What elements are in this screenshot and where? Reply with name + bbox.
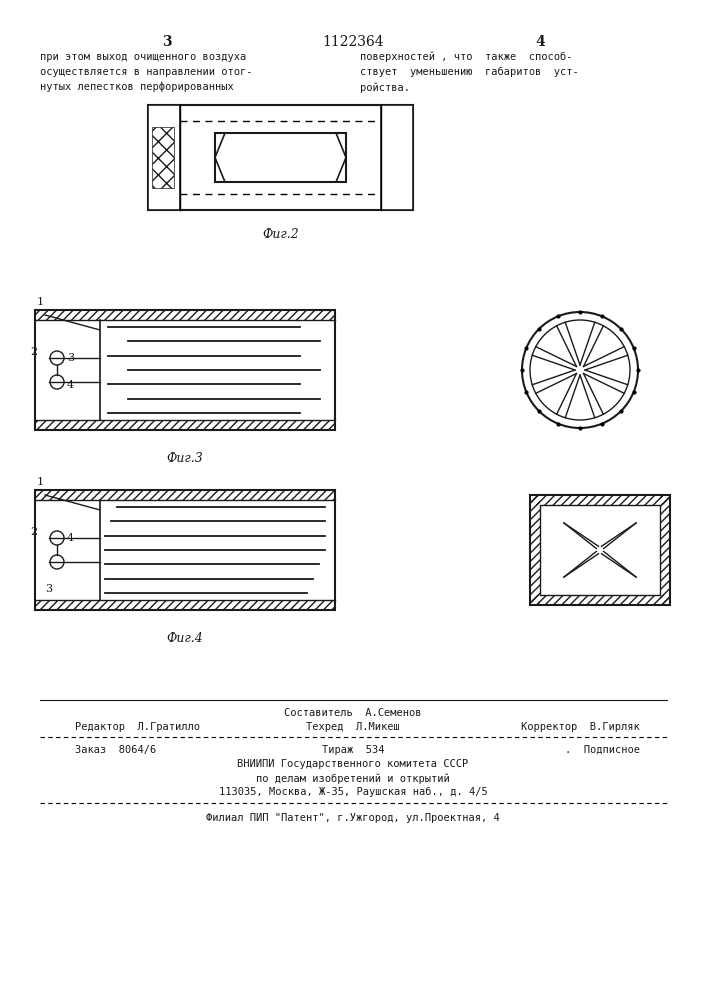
Circle shape [50, 531, 64, 545]
Bar [381, 105, 413, 210]
Text: Корректор  В.Гирляк: Корректор В.Гирляк [521, 722, 640, 732]
Text: поверхностей , что  также  способ-
ствует  уменьшению  габаритов  уст-
ройства.: поверхностей , что также способ- ствует … [360, 52, 579, 93]
Text: 2: 2 [30, 527, 37, 537]
Bar [530, 595, 670, 605]
Text: 1: 1 [37, 477, 44, 487]
Text: Составитель  А.Семенов: Составитель А.Семенов [284, 708, 422, 718]
Text: .  Подписное: . Подписное [565, 745, 640, 755]
Text: по делам изобретений и открытий: по делам изобретений и открытий [256, 773, 450, 784]
Bar [35, 310, 335, 430]
Text: Заказ  8064/6: Заказ 8064/6 [75, 745, 156, 755]
Bar [530, 495, 540, 605]
Text: ВНИИПИ Государственного комитета СССР: ВНИИПИ Государственного комитета СССР [238, 759, 469, 769]
Text: 1: 1 [37, 297, 44, 307]
Text: Фиг.4: Фиг.4 [167, 632, 204, 645]
Text: Техред  Л.Микеш: Техред Л.Микеш [306, 722, 400, 732]
Text: 3: 3 [67, 353, 74, 363]
Text: 3: 3 [162, 35, 172, 49]
Text: 113035, Москва, Ж-35, Раушская наб., д. 4/5: 113035, Москва, Ж-35, Раушская наб., д. … [218, 787, 487, 797]
Bar [152, 127, 174, 188]
Bar [35, 420, 335, 430]
Text: Фиг.3: Фиг.3 [167, 452, 204, 465]
Circle shape [50, 555, 64, 569]
Bar [35, 310, 335, 320]
Text: Редактор  Л.Гратилло: Редактор Л.Гратилло [75, 722, 200, 732]
Bar [35, 490, 335, 610]
Text: 4: 4 [67, 380, 74, 390]
Text: Филиал ПИП "Патент", г.Ужгород, ул.Проектная, 4: Филиал ПИП "Патент", г.Ужгород, ул.Проек… [206, 813, 500, 823]
Circle shape [522, 312, 638, 428]
Bar [540, 505, 660, 595]
Text: 3: 3 [45, 584, 52, 594]
Bar [148, 105, 180, 210]
Bar [35, 490, 335, 500]
Text: Тираж  534: Тираж 534 [322, 745, 384, 755]
Circle shape [50, 375, 64, 389]
Circle shape [50, 351, 64, 365]
Circle shape [530, 320, 630, 420]
Bar [215, 133, 346, 182]
Bar [35, 600, 335, 610]
Text: Фиг.2: Фиг.2 [262, 228, 299, 241]
Text: при этом выход очищенного воздуха
осуществляется в направлении отог-
нутых лепес: при этом выход очищенного воздуха осущес… [40, 52, 252, 92]
Text: 4: 4 [67, 533, 74, 543]
Bar [530, 495, 670, 605]
Bar [660, 495, 670, 605]
Text: 4: 4 [535, 35, 545, 49]
Text: 2: 2 [30, 347, 37, 357]
Bar [530, 495, 670, 505]
Text: 1122364: 1122364 [322, 35, 384, 49]
Bar [148, 105, 413, 210]
